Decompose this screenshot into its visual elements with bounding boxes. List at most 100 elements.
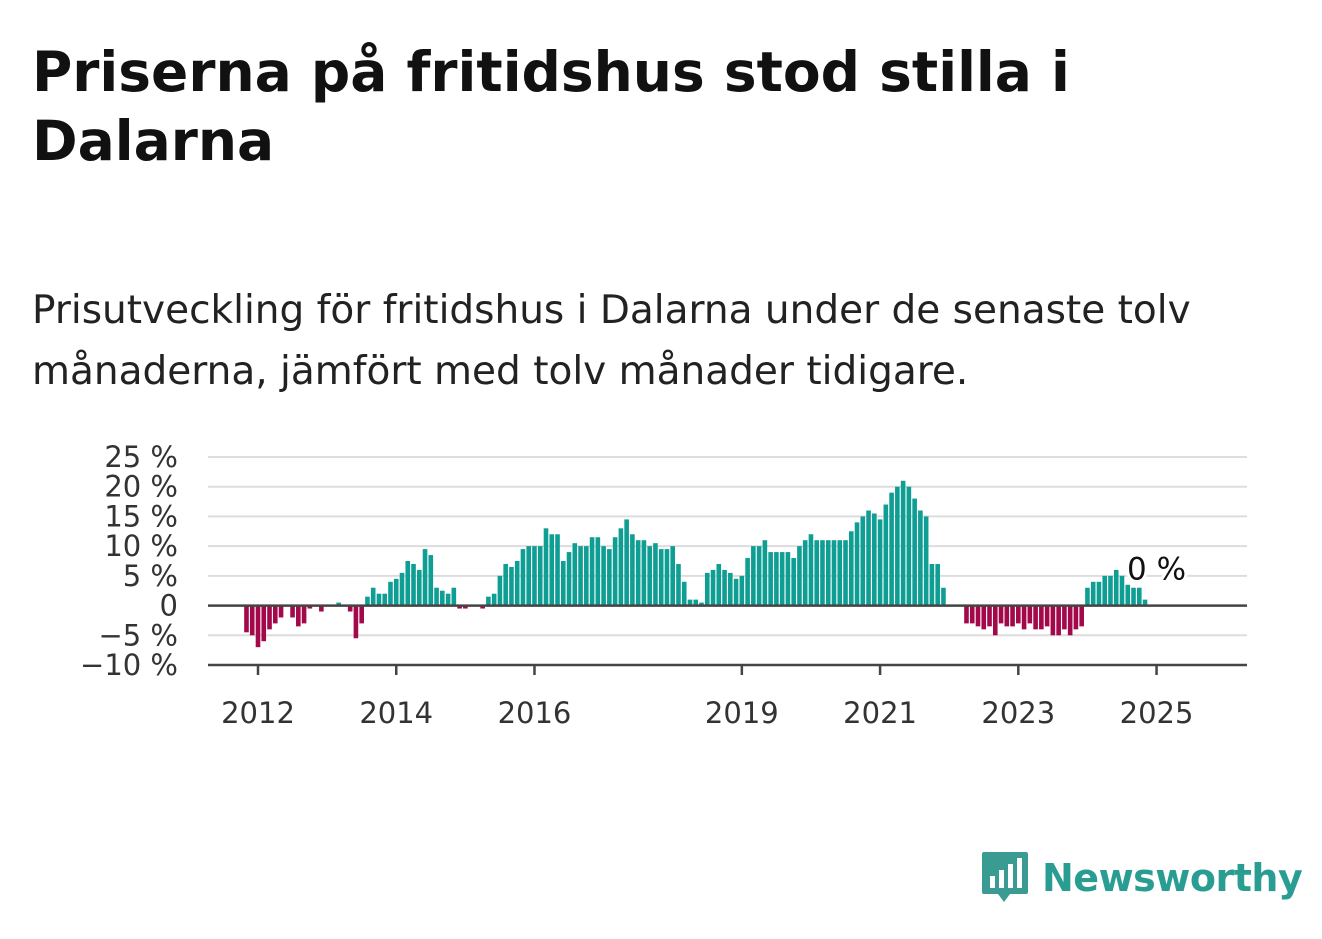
bar — [272, 605, 278, 624]
bar — [1136, 587, 1142, 606]
bar — [825, 540, 831, 606]
bar — [480, 605, 485, 609]
bar — [1090, 581, 1096, 606]
chart-title: Priserna på fritidshus stod stilla i Dal… — [32, 40, 1070, 173]
bar — [382, 593, 388, 606]
bar — [451, 587, 457, 606]
bar — [422, 549, 428, 606]
bar — [497, 575, 503, 606]
bar — [658, 549, 664, 606]
bar — [653, 543, 658, 606]
annotation-layer: 0 % — [1124, 549, 1189, 591]
bar — [751, 546, 756, 606]
x-tick-label: 2016 — [498, 696, 572, 730]
y-tick-label: −5 % — [98, 618, 178, 652]
bar — [393, 578, 399, 606]
bar — [889, 492, 894, 606]
bar — [526, 546, 532, 606]
bar — [555, 534, 560, 606]
bar — [791, 558, 796, 606]
bar — [935, 563, 940, 606]
bar — [716, 563, 722, 606]
bar — [589, 537, 595, 606]
bar — [307, 605, 313, 609]
x-tick-label: 2019 — [705, 696, 779, 730]
bar — [745, 558, 750, 606]
bar — [503, 563, 508, 606]
bar — [267, 605, 272, 630]
bar — [1044, 605, 1050, 627]
bar — [1113, 569, 1119, 606]
bar — [359, 605, 364, 624]
bar — [514, 561, 520, 606]
bar — [877, 519, 883, 606]
newsworthy-logo-icon — [982, 852, 1028, 902]
bar — [560, 561, 566, 606]
bar — [457, 605, 462, 609]
bar — [416, 569, 422, 606]
axes — [208, 604, 1247, 667]
bar — [860, 516, 866, 606]
bar — [491, 593, 497, 606]
bar — [756, 546, 762, 606]
bar — [595, 537, 601, 606]
bar — [848, 531, 854, 606]
bar — [681, 581, 687, 606]
bar — [301, 605, 307, 624]
bar — [1096, 581, 1102, 606]
bar — [578, 546, 583, 606]
bar — [347, 605, 353, 612]
bar — [900, 480, 906, 606]
bar — [1119, 575, 1125, 606]
y-tick-label: −10 % — [80, 648, 178, 682]
x-tick-label: 2014 — [359, 696, 433, 730]
bar — [399, 572, 405, 606]
bar — [607, 549, 612, 606]
bar — [618, 528, 624, 606]
bar — [1010, 605, 1015, 627]
bar — [1067, 605, 1073, 636]
bar — [797, 546, 802, 606]
bar — [728, 572, 733, 606]
newsworthy-logo: Newsworthy — [980, 850, 1303, 906]
bar — [808, 534, 814, 606]
bar — [440, 590, 445, 606]
x-tick-label: 2021 — [843, 696, 917, 730]
bar — [866, 510, 871, 606]
bar — [768, 552, 773, 606]
bar — [687, 599, 693, 606]
bar — [566, 552, 572, 606]
bar — [992, 605, 998, 636]
bar — [296, 605, 301, 627]
bar — [814, 540, 820, 606]
bar — [630, 534, 635, 606]
bar — [912, 498, 917, 606]
bars — [244, 480, 1148, 648]
bar — [1016, 605, 1021, 624]
bar — [434, 587, 439, 606]
bar — [365, 596, 370, 606]
y-axis-tick-labels: 25 %20 %15 %10 %5 %0−5 %−10 % — [80, 440, 178, 682]
bar — [820, 540, 825, 606]
bar — [572, 543, 578, 606]
bar — [941, 587, 946, 606]
bar — [290, 605, 295, 618]
bar — [802, 540, 808, 606]
bar — [244, 605, 249, 633]
bar — [779, 552, 785, 606]
bar — [1079, 605, 1084, 627]
bar — [376, 593, 382, 606]
bar — [906, 486, 912, 606]
bar — [1033, 605, 1038, 630]
bar — [1142, 599, 1148, 606]
x-tick-label: 2012 — [221, 696, 295, 730]
bar — [647, 546, 652, 606]
bar — [411, 563, 416, 606]
bar — [1039, 605, 1044, 630]
bar — [370, 587, 376, 606]
bar — [1062, 605, 1067, 630]
bar — [1004, 605, 1010, 627]
bar — [249, 605, 255, 636]
x-tick-label: 2025 — [1120, 696, 1194, 730]
bar — [872, 513, 877, 606]
